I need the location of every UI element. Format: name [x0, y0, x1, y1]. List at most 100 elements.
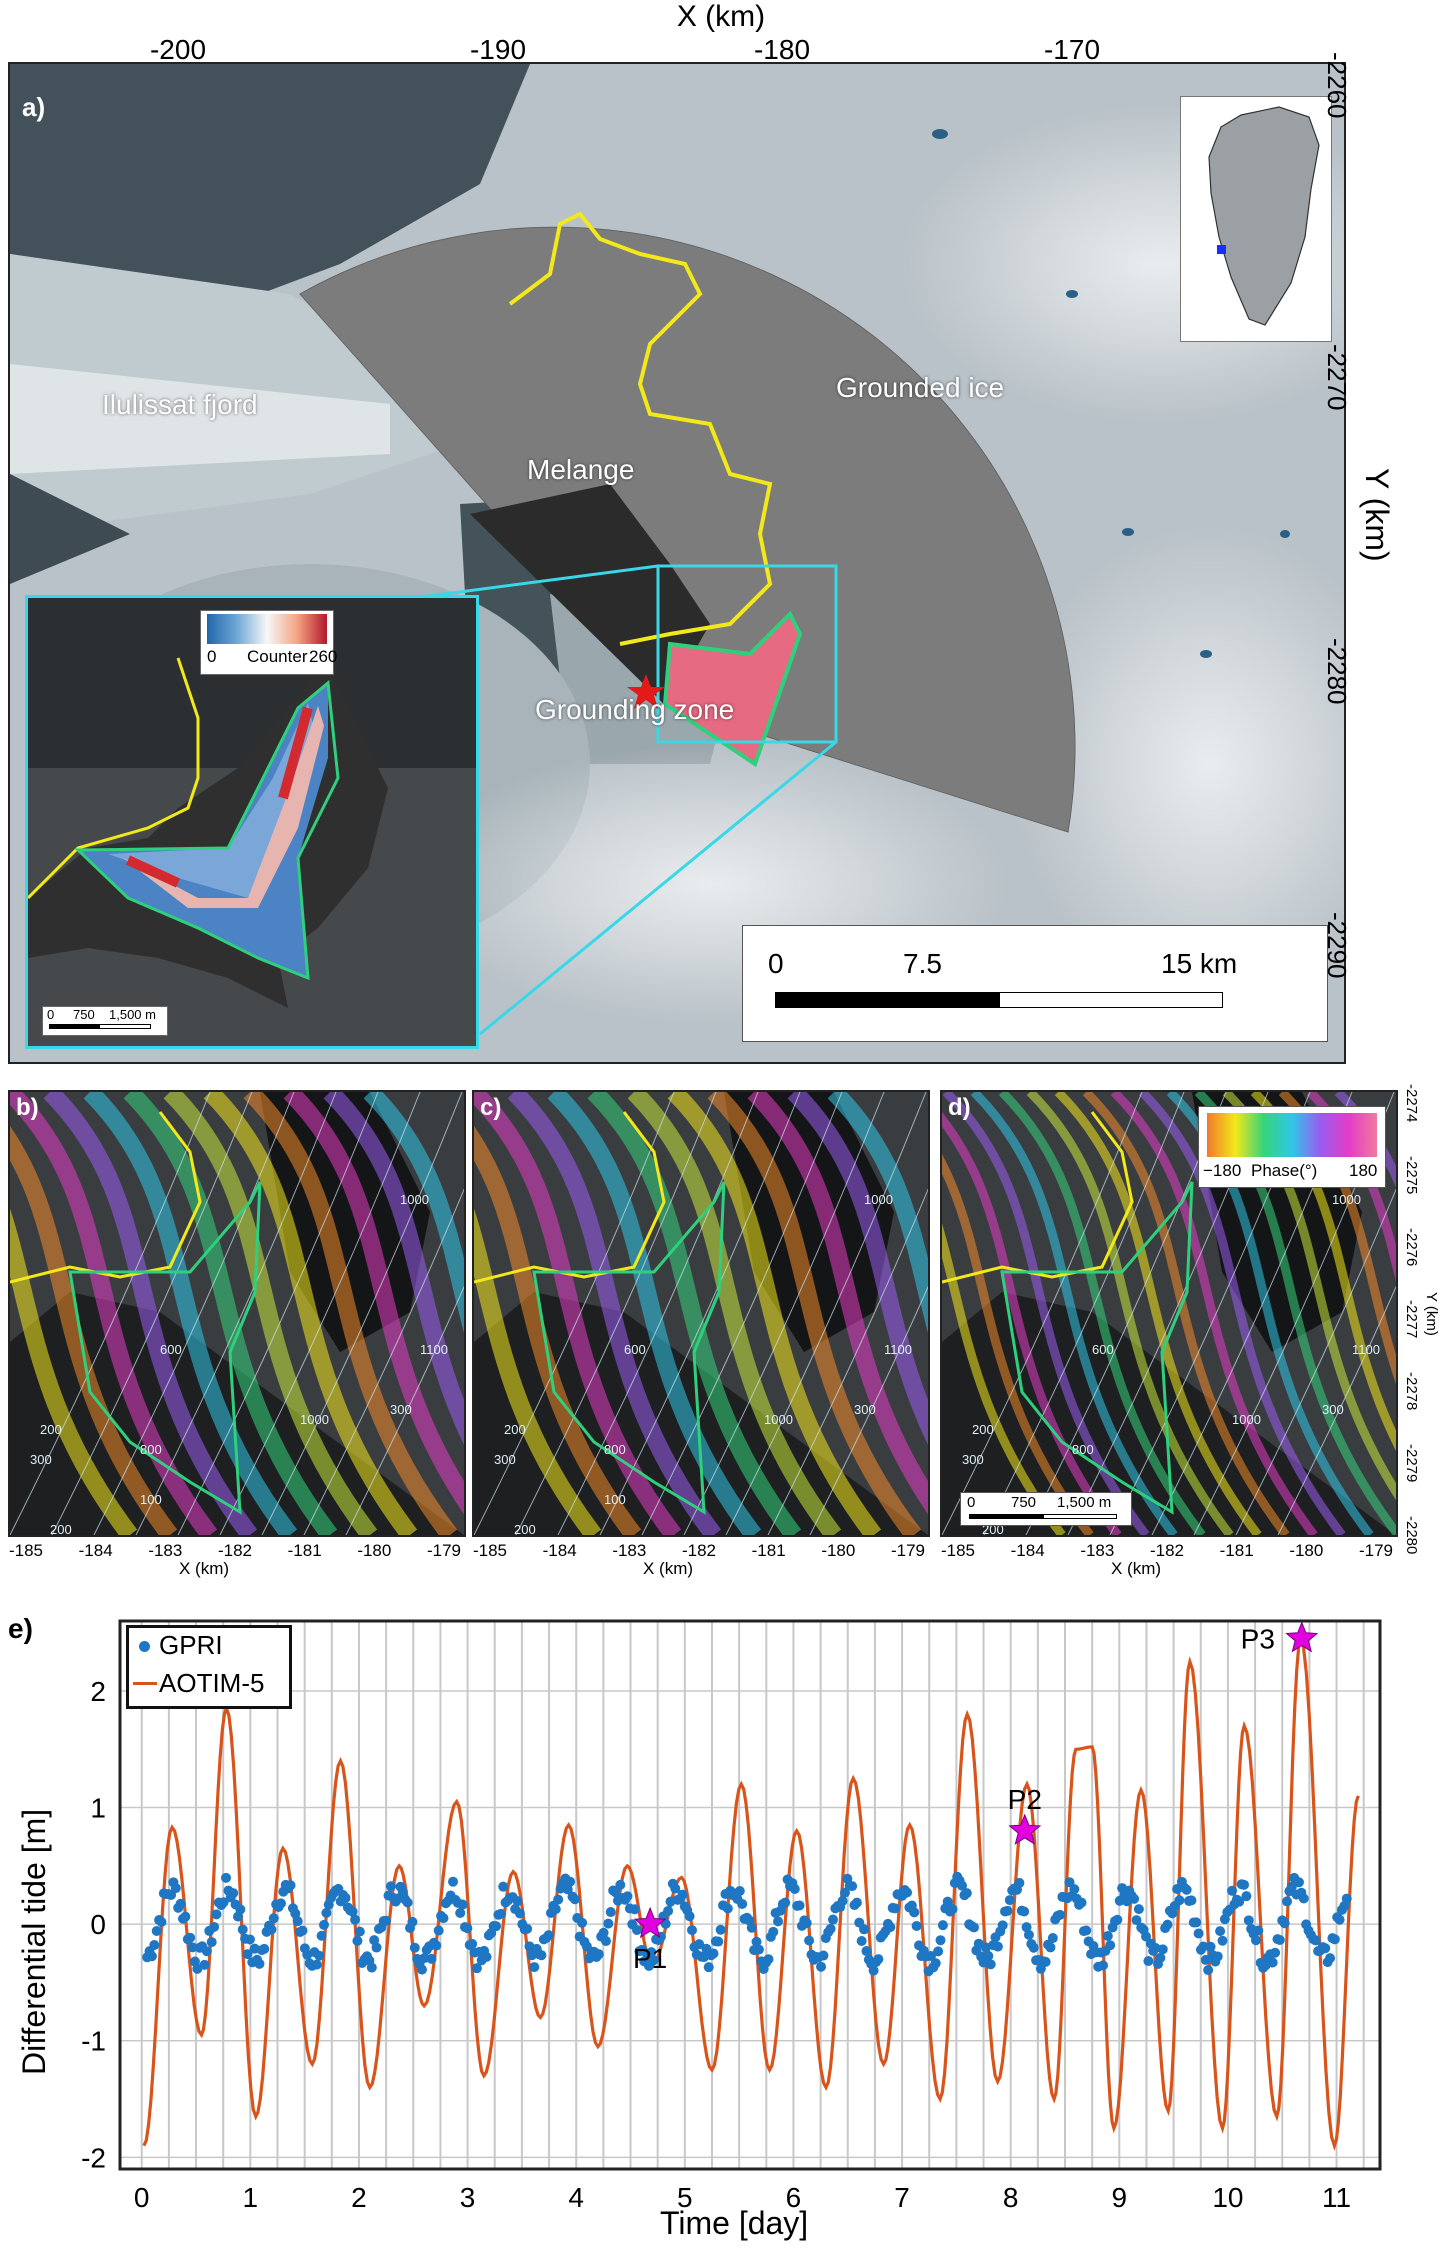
gpri-point [1198, 1941, 1209, 1952]
gpri-point [1076, 1897, 1087, 1908]
gpri-point [789, 1883, 800, 1894]
phase-panel: 100 200 300 600 800 1000 1100 1000 300 200 b) [8, 1090, 466, 1537]
gpri-point [1253, 1925, 1264, 1936]
inset-scale-zero: 0 [47, 1007, 55, 1022]
gpri-point [1293, 1877, 1304, 1888]
fjord-label: Ilulissat fjord [102, 389, 258, 420]
gpri-point [1267, 1957, 1278, 1968]
gpri-point [737, 1898, 748, 1909]
contour-label: 300 [494, 1452, 516, 1467]
gpri-point [199, 1959, 210, 1970]
phase-x-tick: -179 [426, 1541, 462, 1560]
gpri-point [471, 1963, 482, 1974]
gpri-point [603, 1918, 614, 1929]
gpri-point [1143, 1956, 1154, 1967]
gpri-point [827, 1914, 838, 1925]
gpri-point [1279, 1918, 1290, 1929]
gpri-point [1270, 1947, 1281, 1958]
gpri-point [722, 1903, 733, 1914]
gpri-point [1325, 1953, 1336, 1964]
counter-colorbar: 0 Counter 260 [200, 610, 337, 675]
gpri-point [211, 1909, 222, 1920]
x-tick-label: 7 [894, 2182, 910, 2213]
gpri-point [1181, 1884, 1192, 1895]
panel-e: e) -2 -1 0 1 2 0 1 2 3 4 5 6 7 8 9 10 11 P1 P2 P3 Different… [0, 1605, 1442, 2250]
gpri-point [1193, 1928, 1204, 1939]
phase-min: −180 [1203, 1161, 1242, 1180]
gpri-point [1334, 1914, 1345, 1925]
gpri-point [491, 1921, 502, 1932]
phase-panel-label: d) [948, 1094, 971, 1121]
x-tick-label: 4 [568, 2182, 584, 2213]
gpri-point [632, 1925, 643, 1936]
gpri-point [1274, 1934, 1285, 1945]
aotim-series-line [142, 1632, 1360, 2151]
p-marker-label: P3 [1241, 1623, 1275, 1654]
phase-map [10, 1092, 464, 1535]
gpri-point [992, 1941, 1003, 1952]
panel-a-x-tick: -190 [469, 34, 527, 65]
gpri-point [175, 1898, 186, 1909]
gpri-point [930, 1958, 941, 1969]
gpri-point [438, 1913, 449, 1924]
contour-label: 1000 [1332, 1192, 1361, 1207]
gpri-point [455, 1907, 466, 1918]
phase-scalebar: 0 750 1,500 m [960, 1492, 1132, 1526]
gpri-point [467, 1938, 478, 1949]
gpri-point [498, 1881, 509, 1892]
gpri-point [1028, 1942, 1039, 1953]
y-tick-label: -1 [81, 2026, 106, 2057]
gpri-point [1131, 1915, 1142, 1926]
gpri-point [925, 1950, 936, 1961]
gpri-point [753, 1944, 764, 1955]
panel-a-x-tick: -180 [753, 34, 811, 65]
gpri-point [311, 1959, 322, 1970]
contour-label: 800 [140, 1442, 162, 1457]
gpri-point [237, 1924, 248, 1935]
phase-x-tick: -182 [681, 1541, 717, 1560]
gpri-point [1234, 1896, 1245, 1907]
gpri-point [713, 1936, 724, 1947]
gpri-point [512, 1896, 523, 1907]
gpri-point [156, 1916, 167, 1927]
gpri-point [1098, 1960, 1109, 1971]
phase-x-tick: -183 [612, 1541, 647, 1560]
gpri-point [431, 1940, 442, 1951]
gpri-point [1162, 1919, 1173, 1930]
gpri-point [1055, 1909, 1066, 1920]
tide-legend: GPRI AOTIM-5 [126, 1625, 292, 1709]
phase-x-title: X (km) [1110, 1559, 1162, 1578]
greenland-inset [1180, 96, 1332, 342]
grounded-ice-label: Grounded ice [836, 372, 1005, 403]
gpri-point [347, 1906, 358, 1917]
scalebar-black [775, 992, 999, 1008]
contour-label: 300 [1322, 1402, 1344, 1417]
gpri-point [1081, 1925, 1092, 1936]
phase-panel-label: b) [16, 1094, 39, 1121]
gpri-point [715, 1924, 726, 1935]
phase-panel: 100 200 300 600 800 1000 1100 1000 300 200 c) [472, 1090, 930, 1537]
gpri-point [1045, 1942, 1056, 1953]
x-tick-label: 5 [677, 2182, 693, 2213]
y-tick-label: 2 [90, 1676, 106, 1707]
gpri-point [794, 1900, 805, 1911]
phase-y-title: Y (km) [1423, 1292, 1440, 1336]
gpri-point [983, 1950, 994, 1961]
gpri-point [1282, 1896, 1293, 1907]
x-tick-label: 2 [351, 2182, 367, 2213]
p-marker-label: P2 [1008, 1784, 1042, 1815]
x-tick-label: 10 [1212, 2182, 1243, 2213]
gpri-point [1174, 1895, 1185, 1906]
phase-x-tick: -180 [357, 1541, 392, 1560]
gpri-point [751, 1936, 762, 1947]
gpri-point [266, 1924, 277, 1935]
contour-label: 100 [604, 1492, 626, 1507]
gpri-point [1212, 1951, 1223, 1962]
contour-label: 1100 [420, 1342, 448, 1357]
gpri-point [1047, 1933, 1058, 1944]
gpri-point [185, 1932, 196, 1943]
gpri-point [1186, 1895, 1197, 1906]
gpri-point [851, 1897, 862, 1908]
phase-y-tick: -2277 [1403, 1300, 1420, 1339]
phase-x-tick: -181 [751, 1541, 786, 1560]
